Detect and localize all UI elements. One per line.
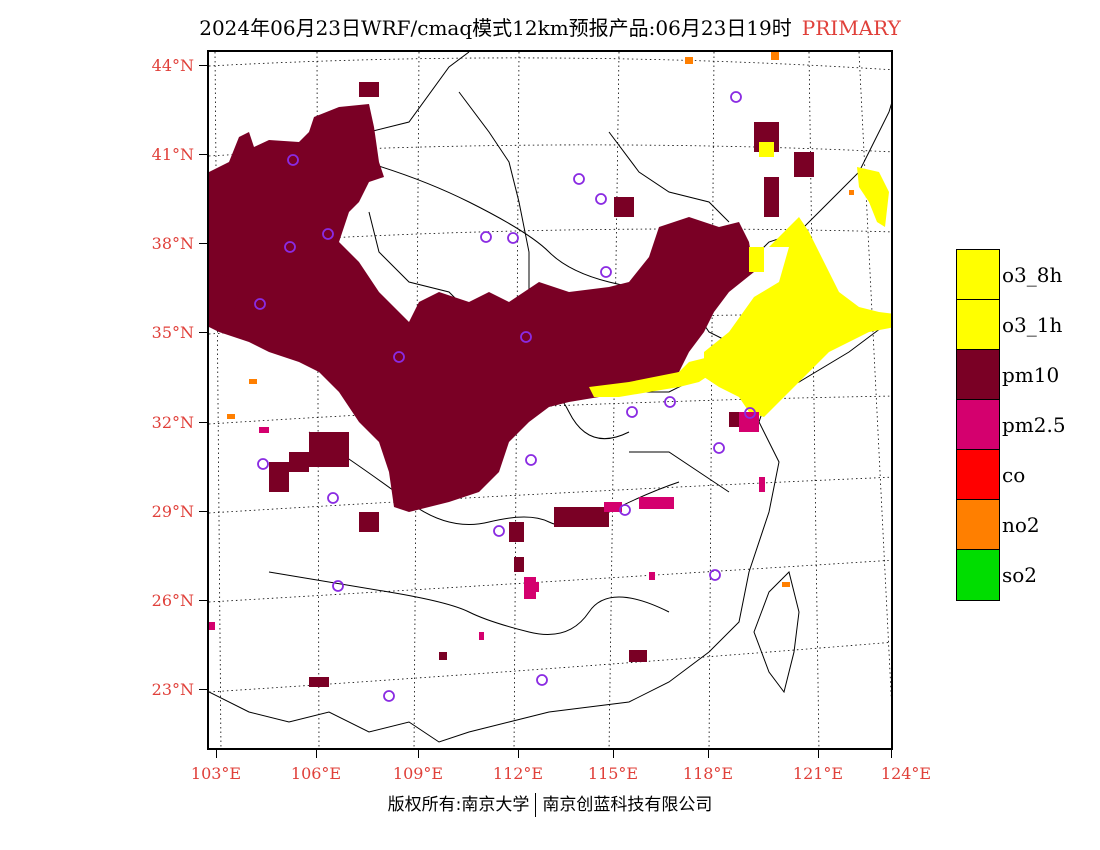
lon-tick	[818, 750, 819, 758]
legend-swatch-o3-1h	[957, 300, 999, 350]
o3-area	[589, 142, 891, 417]
lon-label-106: 106°E	[290, 764, 342, 783]
lat-tick	[199, 600, 207, 601]
footer-divider	[535, 793, 537, 817]
lat-label-41: 41°N	[151, 145, 194, 164]
copyright-left: 版权所有:南京大学	[387, 795, 530, 815]
forecast-map	[207, 50, 893, 750]
lon-label-112: 112°E	[492, 764, 544, 783]
circle-station-icon	[619, 504, 631, 516]
legend-label-so2: so2	[1002, 563, 1038, 587]
lat-label-35: 35°N	[151, 323, 194, 342]
title-text: 2024年06月23日WRF/cmaq模式12km预报产品:06月23日19时	[199, 16, 792, 40]
primary-tag: PRIMARY	[801, 16, 901, 40]
lat-label-23: 23°N	[151, 680, 194, 699]
legend-label-no2: no2	[1002, 513, 1040, 537]
legend-colorbar	[956, 249, 1000, 601]
lat-tick	[199, 422, 207, 423]
lon-tick	[891, 750, 892, 758]
circle-station-icon	[520, 331, 532, 343]
circle-station-icon	[730, 91, 742, 103]
circle-station-icon	[383, 690, 395, 702]
circle-station-icon	[626, 406, 638, 418]
legend-label-o3-1h: o3_1h	[1002, 313, 1063, 337]
circle-station-icon	[480, 231, 492, 243]
lat-tick	[199, 65, 207, 66]
lat-tick	[199, 154, 207, 155]
lon-tick	[613, 750, 614, 758]
pm10-area	[209, 82, 814, 687]
graticule	[209, 52, 891, 748]
circle-station-icon	[393, 351, 405, 363]
lon-label-118: 118°E	[682, 764, 734, 783]
lon-tick	[216, 750, 217, 758]
circle-station-icon	[507, 232, 519, 244]
lon-label-109: 109°E	[392, 764, 444, 783]
legend-label-pm25: pm2.5	[1002, 413, 1066, 437]
lat-tick	[199, 689, 207, 690]
lon-tick	[418, 750, 419, 758]
copyright-footer: 版权所有:南京大学 南京创蓝科技有限公司	[0, 790, 1100, 817]
circle-station-icon	[600, 266, 612, 278]
lon-label-103: 103°E	[190, 764, 242, 783]
legend-label-o3-8h: o3_8h	[1002, 263, 1063, 287]
legend-swatch-no2	[957, 500, 999, 550]
circle-station-icon	[664, 396, 676, 408]
lon-label-124: 124°E	[880, 764, 932, 783]
no2-area	[227, 52, 854, 587]
lon-tick	[708, 750, 709, 758]
lat-tick	[199, 511, 207, 512]
circle-station-icon	[284, 241, 296, 253]
circle-station-icon	[709, 569, 721, 581]
lat-label-44: 44°N	[151, 56, 194, 75]
lat-label-26: 26°N	[151, 591, 194, 610]
lat-tick	[199, 332, 207, 333]
circle-station-icon	[332, 580, 344, 592]
lon-label-115: 115°E	[587, 764, 639, 783]
circle-station-icon	[254, 298, 266, 310]
station-markers	[254, 91, 756, 702]
circle-station-icon	[713, 442, 725, 454]
circle-station-icon	[573, 173, 585, 185]
map-canvas	[209, 52, 891, 748]
circle-station-icon	[322, 228, 334, 240]
legend-swatch-so2	[957, 550, 999, 600]
lon-tick	[316, 750, 317, 758]
circle-station-icon	[744, 407, 756, 419]
circle-station-icon	[287, 154, 299, 166]
lat-tick	[199, 243, 207, 244]
legend-swatch-o3-8h	[957, 250, 999, 300]
circle-station-icon	[525, 454, 537, 466]
circle-station-icon	[595, 193, 607, 205]
legend-swatch-pm25	[957, 400, 999, 450]
circle-station-icon	[257, 458, 269, 470]
lat-label-32: 32°N	[151, 413, 194, 432]
lat-label-29: 29°N	[151, 502, 194, 521]
circle-station-icon	[327, 492, 339, 504]
legend-label-pm10: pm10	[1002, 363, 1060, 387]
lon-label-121: 121°E	[792, 764, 844, 783]
lon-tick	[518, 750, 519, 758]
map-title: 2024年06月23日WRF/cmaq模式12km预报产品:06月23日19时 P…	[0, 12, 1100, 41]
copyright-right: 南京创蓝科技有限公司	[542, 795, 713, 815]
lat-label-38: 38°N	[151, 234, 194, 253]
circle-station-icon	[493, 525, 505, 537]
legend-label-co: co	[1002, 463, 1026, 487]
circle-station-icon	[536, 674, 548, 686]
legend-swatch-pm10	[957, 350, 999, 400]
legend-swatch-co	[957, 450, 999, 500]
